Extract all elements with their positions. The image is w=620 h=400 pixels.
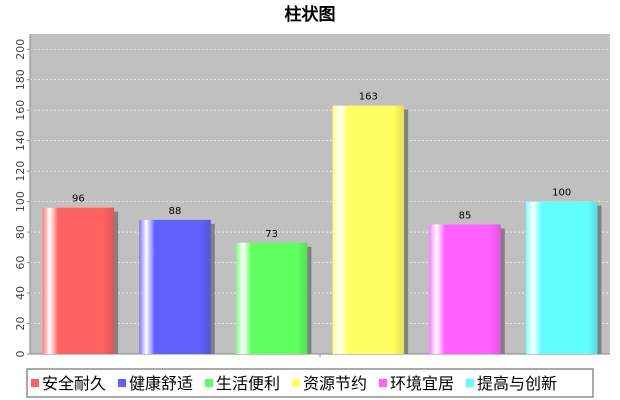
bar xyxy=(429,224,501,354)
legend-swatch xyxy=(118,379,126,387)
data-label: 73 xyxy=(265,229,278,240)
y-tick-label: 160 xyxy=(14,100,27,121)
plot-background xyxy=(30,34,610,354)
bar xyxy=(139,219,211,354)
y-tick-label: 20 xyxy=(14,317,27,331)
y-tick-label: 0 xyxy=(14,351,27,358)
bar xyxy=(235,242,308,354)
data-label: 88 xyxy=(169,206,182,217)
legend-label: 资源节约 xyxy=(303,374,367,393)
legend-swatch xyxy=(379,379,387,387)
legend-label: 健康舒适 xyxy=(129,374,193,393)
data-label: 100 xyxy=(552,188,571,199)
legend-label: 安全耐久 xyxy=(42,374,106,393)
legend-label: 提高与创新 xyxy=(477,374,557,393)
legend-label: 环境宜居 xyxy=(390,374,454,393)
legend-swatch xyxy=(205,379,213,387)
chart-title: 柱状图 xyxy=(285,4,336,25)
bar xyxy=(332,105,405,354)
legend: 安全耐久 健康舒适 生活便利 资源节约 环境宜居 提高与创新 xyxy=(26,368,594,398)
y-tick-label: 40 xyxy=(14,286,27,300)
plot-area: 0 20 40 60 80 100 120 140 160 180 200 96 88 73 163 85 10… xyxy=(14,34,610,358)
data-label: 96 xyxy=(72,194,85,205)
legend-label: 生活便利 xyxy=(216,374,280,393)
y-tick-label: 60 xyxy=(14,256,27,270)
bar xyxy=(42,207,115,354)
y-tick-label: 100 xyxy=(14,191,27,212)
y-tick-label: 180 xyxy=(14,69,27,90)
data-label: 85 xyxy=(459,210,472,221)
y-tick-label: 80 xyxy=(14,225,27,239)
data-label: 163 xyxy=(359,92,378,103)
y-tick-label: 140 xyxy=(14,130,27,151)
y-tick-label: 120 xyxy=(14,161,27,182)
legend-swatch xyxy=(292,379,300,387)
bar xyxy=(525,201,598,354)
legend-swatch xyxy=(466,379,474,387)
y-tick-label: 200 xyxy=(14,39,27,60)
legend-swatch xyxy=(31,379,39,387)
